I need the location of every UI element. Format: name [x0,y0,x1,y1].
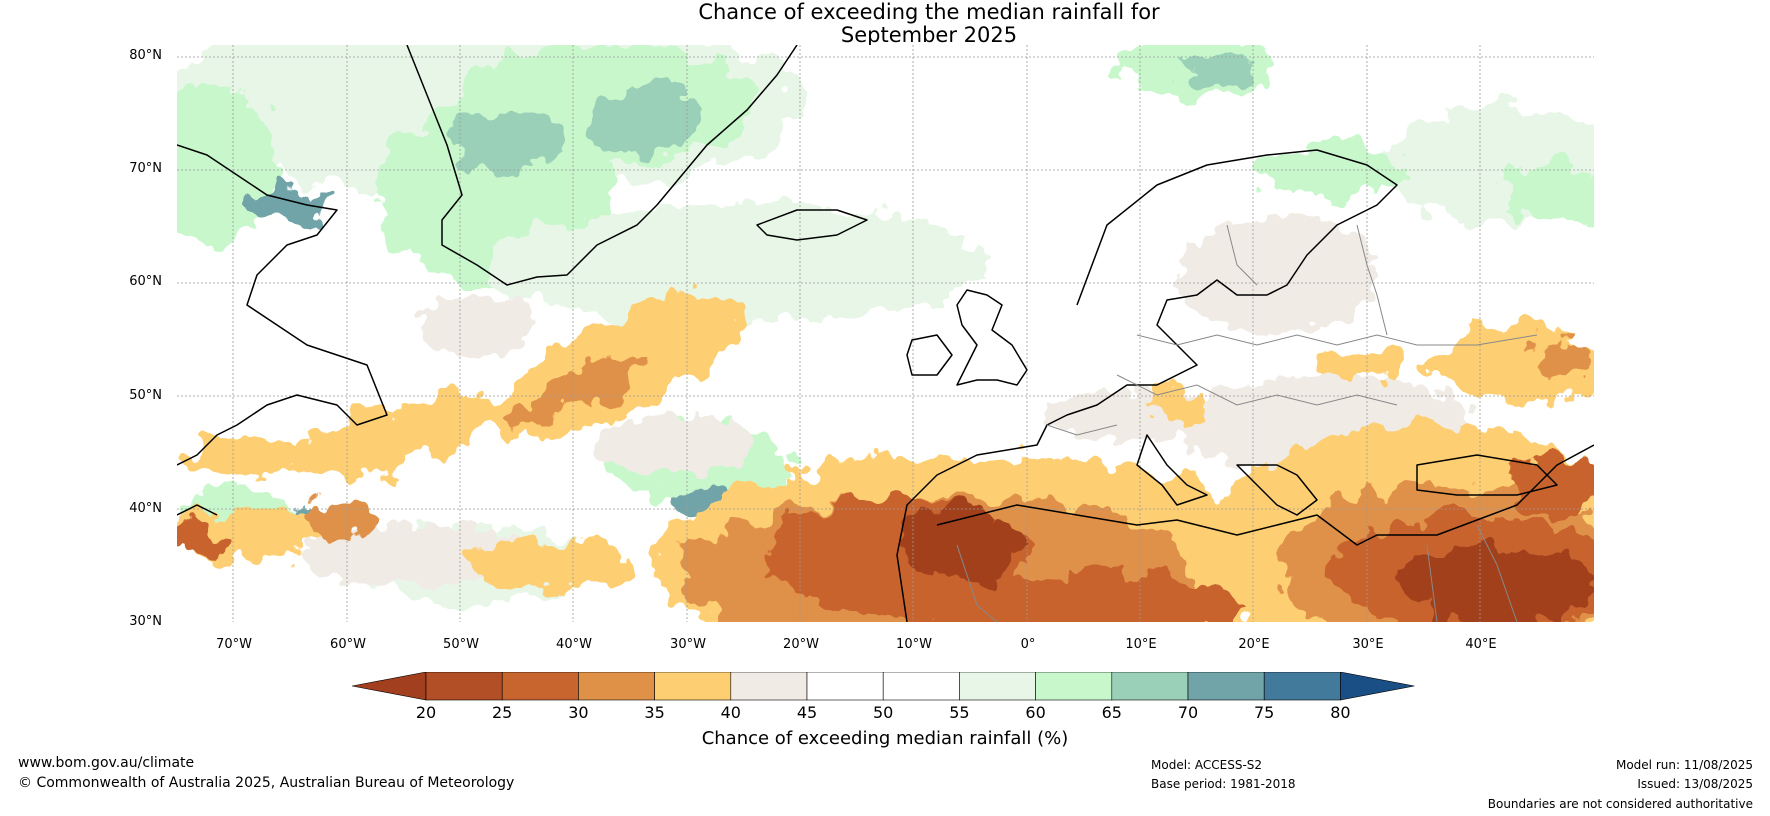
lat-label-70n: 70°N [129,161,162,176]
colorbar-extend-high [1340,672,1415,701]
lon-label-70w: 70°W [216,637,252,652]
colorbar-tick-label: 30 [568,703,589,722]
colorbar-tick-label: 40 [720,703,741,722]
lon-label-20e: 20°E [1238,637,1270,652]
lon-label-20w: 20°W [783,637,819,652]
colorbar-segment [578,672,655,701]
title-line-2: September 2025 [840,23,1018,47]
colorbar [352,672,1415,701]
lon-label-30e: 30°E [1352,637,1384,652]
colorbar-extend-low [352,672,427,701]
country-borders [956,224,1538,622]
lon-label-40e: 40°E [1465,637,1497,652]
footer-url: www.bom.gov.au/climate [18,755,195,771]
lon-label-40w: 40°W [556,637,592,652]
colorbar-segment [1263,672,1341,701]
colorbar-segment [730,672,808,701]
colorbar-tick-label: 75 [1254,703,1275,722]
colorbar-tick-label: 50 [873,703,894,722]
footer-copyright: © Commonwealth of Australia 2025, Austra… [18,775,515,791]
neutral-areas [297,215,1477,585]
footer-disclaimer: Boundaries are not considered authoritat… [1487,797,1753,811]
colorbar-segment [654,672,732,701]
title-line-1: Chance of exceeding the median rainfall … [698,0,1160,24]
colorbar-segment [1035,672,1113,701]
lat-label-40n: 40°N [129,501,162,516]
colorbar-tick-label: 55 [949,703,970,722]
dry-anomaly-areas [177,293,1594,622]
colorbar-segment [959,672,1036,701]
wet-anomaly-areas [177,45,1594,605]
colorbar-tick-label: 60 [1025,703,1046,722]
colorbar-tick-label: 35 [644,703,665,722]
lon-label-60w: 60°W [330,637,366,652]
footer-model: Model: ACCESS-S2 [1151,758,1263,772]
colorbar-tick-label: 80 [1330,703,1351,722]
colorbar-segment [806,672,884,701]
colorbar-tick-label: 20 [415,703,437,722]
lat-label-50n: 50°N [129,388,162,403]
colorbar-tick-label: 65 [1101,703,1122,722]
lon-label-30w: 30°W [670,637,706,652]
lat-label-30n: 30°N [129,614,162,629]
lon-label-0: 0° [1020,637,1036,652]
colorbar-segment [1111,672,1189,701]
colorbar-segment [882,672,960,701]
colorbar-segment [501,672,579,701]
colorbar-label: Chance of exceeding median rainfall (%) [701,728,1069,749]
rainfall-map [177,45,1594,622]
lon-label-50w: 50°W [443,637,479,652]
lat-label-80n: 80°N [129,48,162,63]
footer-issued: Issued: 13/08/2025 [1637,777,1753,791]
lon-label-10e: 10°E [1125,637,1157,652]
lat-label-60n: 60°N [129,274,162,289]
graticule [177,45,1594,622]
colorbar-segment [425,672,503,701]
colorbar-tick-label: 45 [796,703,818,722]
footer-base-period: Base period: 1981-2018 [1151,777,1296,791]
footer-model-run: Model run: 11/08/2025 [1615,758,1753,772]
colorbar-segment [1187,672,1265,701]
colorbar-tick-label: 70 [1177,703,1199,722]
coastlines [177,45,1594,622]
lon-label-10w: 10°W [896,637,932,652]
colorbar-tick-label: 25 [492,703,513,722]
